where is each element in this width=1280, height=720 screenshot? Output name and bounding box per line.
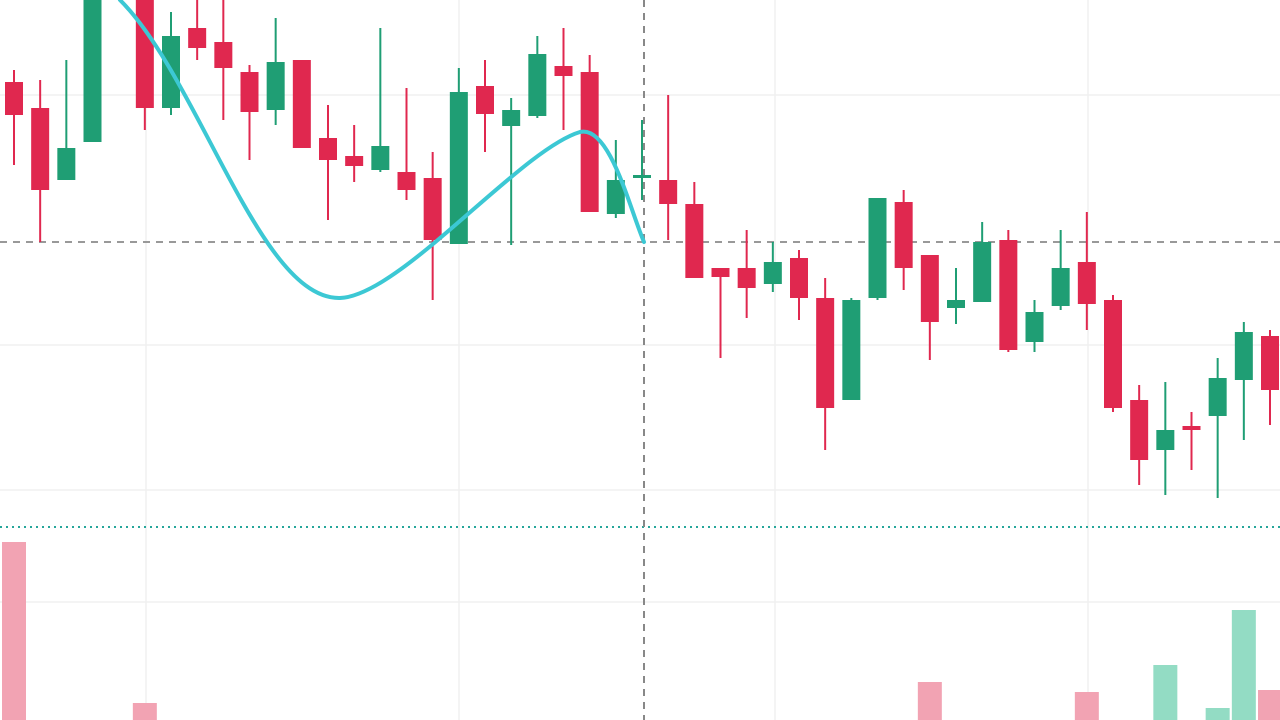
candle-body — [920, 255, 939, 322]
candle-body — [659, 180, 678, 204]
candle-body — [1182, 426, 1201, 430]
candle-body — [737, 268, 756, 288]
volume-bar — [1205, 708, 1230, 720]
volume-bar — [1231, 610, 1256, 720]
volume-bar — [917, 682, 942, 720]
candle-body — [1104, 300, 1122, 408]
candle-body — [397, 172, 416, 190]
candle-body — [1261, 336, 1279, 390]
candle-body — [1077, 262, 1096, 304]
candle-body — [790, 258, 808, 298]
candle-body — [947, 300, 965, 308]
candle-body — [842, 300, 861, 400]
candle-body — [476, 86, 494, 114]
candle-body — [31, 108, 50, 190]
candle-body — [868, 198, 887, 298]
candle-body — [214, 42, 233, 68]
candle-body — [57, 148, 76, 180]
candle-body — [292, 60, 311, 148]
candle-body — [1130, 400, 1149, 460]
candle-body — [580, 72, 599, 212]
candle-body — [1051, 268, 1070, 306]
candle-body — [371, 146, 390, 170]
candle-body — [894, 202, 913, 268]
candle-body — [606, 180, 625, 214]
volume-bar — [1153, 665, 1178, 720]
candle-body — [1025, 312, 1044, 342]
candle-body — [449, 92, 468, 244]
candle-body — [685, 204, 704, 278]
candle-body — [1208, 378, 1227, 416]
volume-bar — [1074, 692, 1099, 720]
candle-body — [135, 0, 154, 108]
volume-bar — [132, 703, 157, 720]
candle-body — [319, 138, 337, 160]
candle-body — [5, 82, 23, 115]
volume-bar — [2, 542, 26, 720]
candle-body — [763, 262, 782, 284]
candle-body — [1234, 332, 1253, 380]
volume-pane — [2, 542, 1280, 720]
candle-body — [528, 54, 547, 116]
candle-body — [83, 0, 102, 142]
candle-body — [554, 66, 573, 76]
candle-body — [266, 62, 285, 110]
candle-body — [633, 175, 651, 178]
candle-body — [240, 72, 259, 112]
candle-body — [345, 156, 364, 166]
volume-bar — [1258, 690, 1280, 720]
candle-body — [816, 298, 835, 408]
candle-body — [999, 240, 1018, 350]
price-pane — [5, 0, 1279, 498]
candle-body — [423, 178, 442, 240]
candle-body — [502, 110, 521, 126]
candle-body — [188, 28, 207, 48]
candle-body — [973, 242, 992, 302]
candle-body — [1156, 430, 1175, 450]
candle-body — [711, 268, 730, 277]
drawn-curve — [118, 0, 646, 301]
